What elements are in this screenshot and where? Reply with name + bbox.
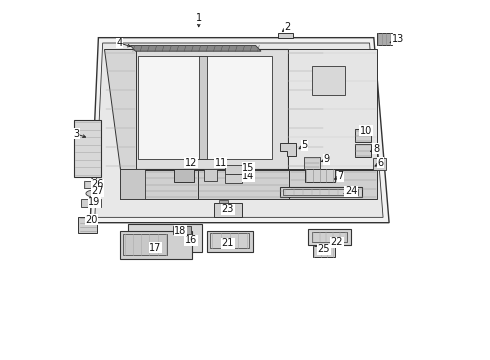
Text: 24: 24 — [345, 186, 357, 197]
Polygon shape — [130, 45, 261, 51]
Polygon shape — [174, 169, 195, 182]
Polygon shape — [290, 170, 377, 198]
Text: 13: 13 — [392, 35, 404, 44]
Polygon shape — [288, 49, 377, 169]
Text: 23: 23 — [222, 204, 234, 214]
Text: 18: 18 — [174, 225, 186, 235]
Polygon shape — [214, 203, 242, 217]
Polygon shape — [128, 225, 201, 252]
Polygon shape — [90, 38, 389, 223]
Polygon shape — [225, 174, 242, 183]
Text: 8: 8 — [373, 144, 379, 154]
Polygon shape — [104, 49, 137, 169]
Text: 20: 20 — [85, 215, 98, 225]
Polygon shape — [81, 198, 101, 207]
Text: 14: 14 — [243, 171, 255, 181]
Text: 11: 11 — [215, 158, 227, 168]
Polygon shape — [95, 43, 383, 217]
Polygon shape — [210, 233, 249, 248]
Polygon shape — [305, 169, 335, 182]
Text: 16: 16 — [185, 235, 197, 246]
Polygon shape — [120, 170, 198, 198]
Polygon shape — [308, 229, 351, 245]
Polygon shape — [225, 165, 242, 174]
Polygon shape — [373, 158, 386, 170]
Text: 2: 2 — [285, 22, 291, 32]
Polygon shape — [74, 120, 101, 177]
Text: 5: 5 — [302, 140, 308, 150]
Polygon shape — [280, 143, 295, 156]
Text: 15: 15 — [243, 163, 255, 172]
Text: 19: 19 — [88, 197, 100, 207]
Polygon shape — [204, 169, 217, 181]
Text: 21: 21 — [222, 238, 234, 248]
Text: 22: 22 — [331, 237, 343, 247]
Polygon shape — [280, 187, 362, 197]
Ellipse shape — [86, 190, 99, 197]
Polygon shape — [123, 234, 168, 256]
Text: 1: 1 — [196, 13, 202, 23]
Polygon shape — [377, 33, 392, 45]
Polygon shape — [289, 49, 323, 169]
Polygon shape — [173, 226, 191, 234]
Polygon shape — [120, 169, 145, 198]
Text: 10: 10 — [360, 126, 372, 136]
Polygon shape — [220, 199, 228, 203]
Text: 25: 25 — [318, 244, 330, 255]
Text: 6: 6 — [378, 158, 384, 168]
Bar — [199, 56, 207, 159]
Text: 12: 12 — [185, 158, 197, 168]
Text: 4: 4 — [117, 38, 123, 48]
Text: 26: 26 — [91, 179, 103, 189]
Polygon shape — [313, 246, 335, 257]
Polygon shape — [355, 130, 371, 141]
Polygon shape — [78, 217, 98, 233]
Text: 27: 27 — [91, 186, 103, 197]
Polygon shape — [278, 33, 293, 39]
Polygon shape — [304, 157, 319, 168]
Polygon shape — [355, 144, 371, 157]
Polygon shape — [312, 231, 347, 242]
Polygon shape — [198, 170, 290, 198]
Polygon shape — [283, 189, 358, 195]
Polygon shape — [312, 66, 345, 95]
Polygon shape — [207, 230, 253, 252]
Polygon shape — [120, 49, 288, 169]
Polygon shape — [120, 230, 193, 259]
Polygon shape — [120, 169, 377, 182]
Text: 17: 17 — [149, 243, 162, 253]
Polygon shape — [138, 56, 271, 159]
Text: 7: 7 — [337, 171, 343, 181]
Polygon shape — [84, 181, 102, 188]
Text: 9: 9 — [324, 154, 330, 165]
Text: 3: 3 — [73, 129, 79, 139]
